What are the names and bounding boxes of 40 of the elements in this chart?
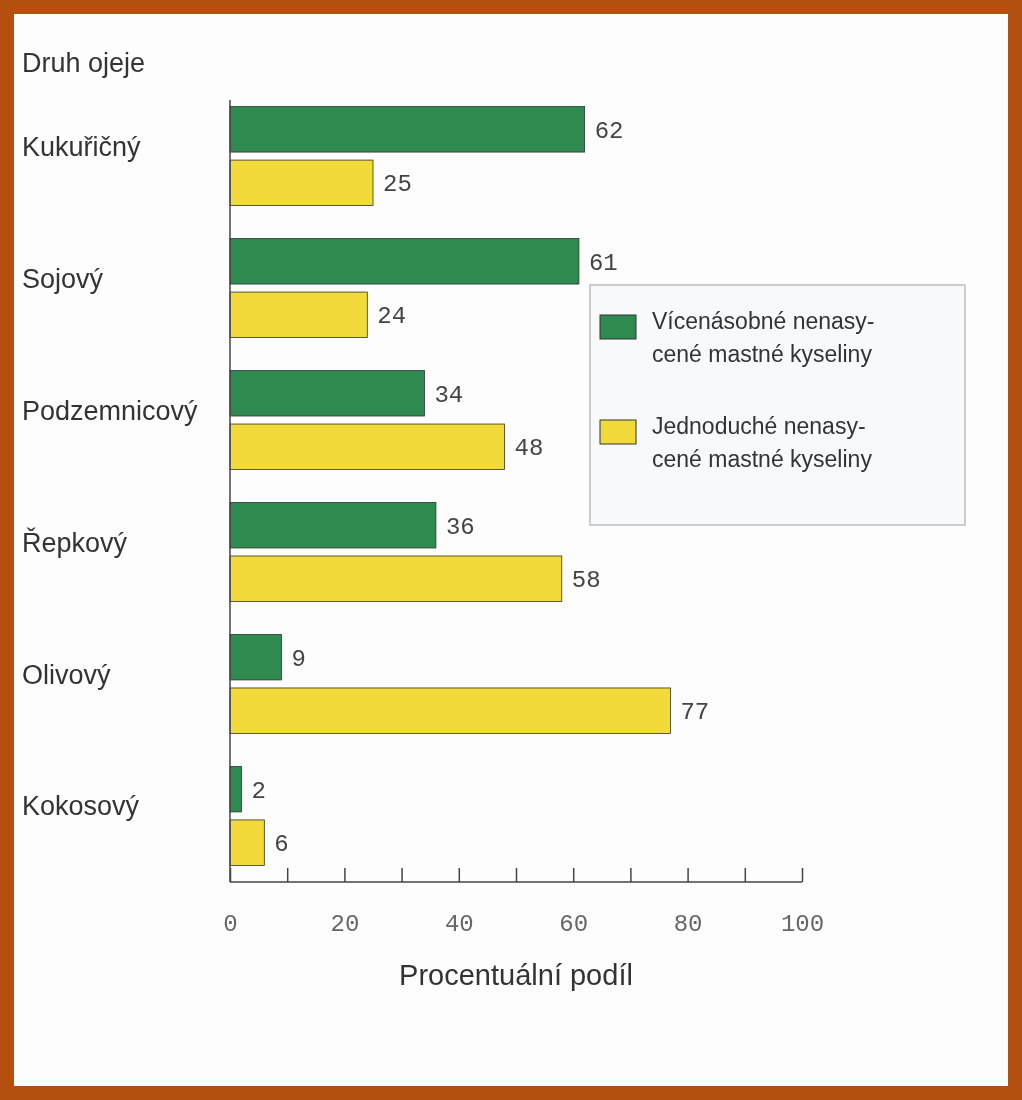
bar [229, 291, 368, 338]
x-tick-label: 80 [673, 910, 703, 938]
y-axis-title: Druh ojeje [22, 48, 146, 78]
x-axis-title: Procentuální podíl [399, 959, 633, 991]
y-tick-label: Podzemnicový [22, 395, 199, 426]
data-label: 36 [445, 513, 475, 541]
y-tick-label: Kukuřičný [22, 131, 142, 162]
bar [229, 687, 671, 734]
data-label: 77 [680, 699, 710, 727]
bar [229, 502, 437, 549]
x-tick-label: 60 [559, 910, 589, 938]
data-label: 34 [434, 381, 464, 409]
y-tick-label: Sojový [22, 263, 104, 294]
bar [229, 370, 425, 417]
data-label: 24 [377, 303, 407, 331]
data-label: 25 [383, 171, 412, 199]
x-tick-label: 20 [330, 910, 360, 938]
data-label: 2 [251, 777, 266, 805]
bar [229, 159, 374, 206]
bar [229, 423, 505, 470]
data-label: 62 [594, 117, 624, 145]
x-tick-label: 100 [780, 910, 825, 938]
x-tick-label: 0 [223, 910, 238, 938]
legend-label: Vícenásobné nenasy-cené mastné kyseliny [652, 308, 875, 368]
data-label: 6 [274, 831, 289, 859]
data-label: 48 [514, 435, 544, 463]
data-label: 61 [588, 249, 618, 277]
bar [229, 766, 242, 813]
legend-label: Jednoduché nenasy-cené mastné kyseliny [652, 413, 873, 473]
bar [229, 106, 586, 153]
x-tick-label: 40 [444, 910, 474, 938]
bar [229, 634, 282, 681]
bar [229, 819, 265, 866]
bar [229, 555, 563, 602]
y-tick-label: Olivový [22, 659, 112, 690]
y-tick-label: Kokosový [22, 791, 140, 822]
y-tick-label: Řepkový [22, 526, 128, 558]
bar [229, 238, 580, 285]
data-label: 58 [571, 567, 601, 595]
data-label: 9 [291, 645, 306, 673]
